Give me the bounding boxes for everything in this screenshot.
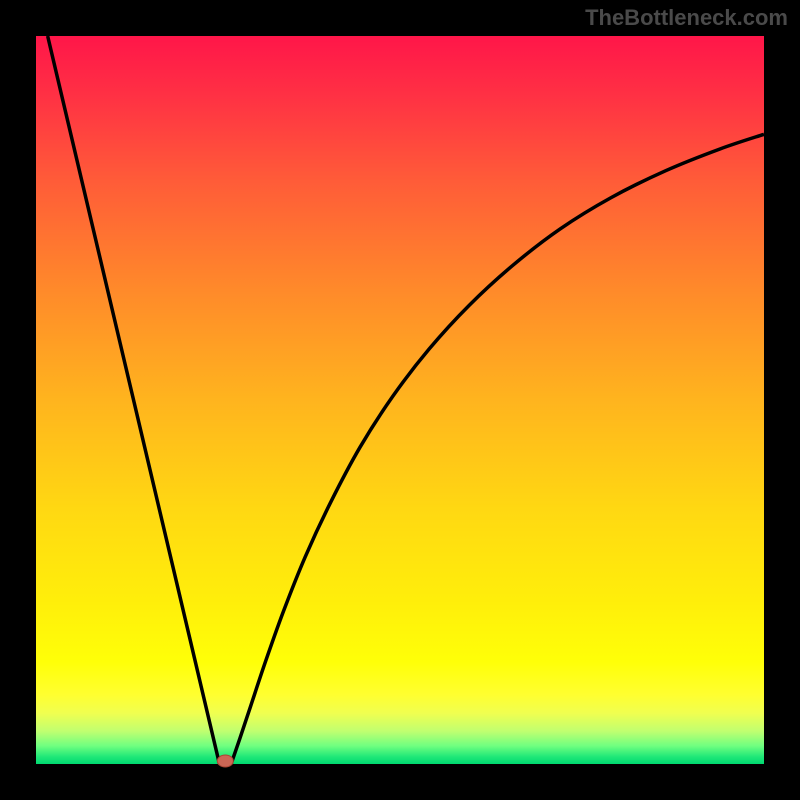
chart-container: TheBottleneck.com bbox=[0, 0, 800, 800]
plot-background bbox=[36, 36, 764, 764]
minimum-marker bbox=[217, 755, 233, 767]
watermark-text: TheBottleneck.com bbox=[585, 5, 788, 31]
bottleneck-chart bbox=[0, 0, 800, 800]
